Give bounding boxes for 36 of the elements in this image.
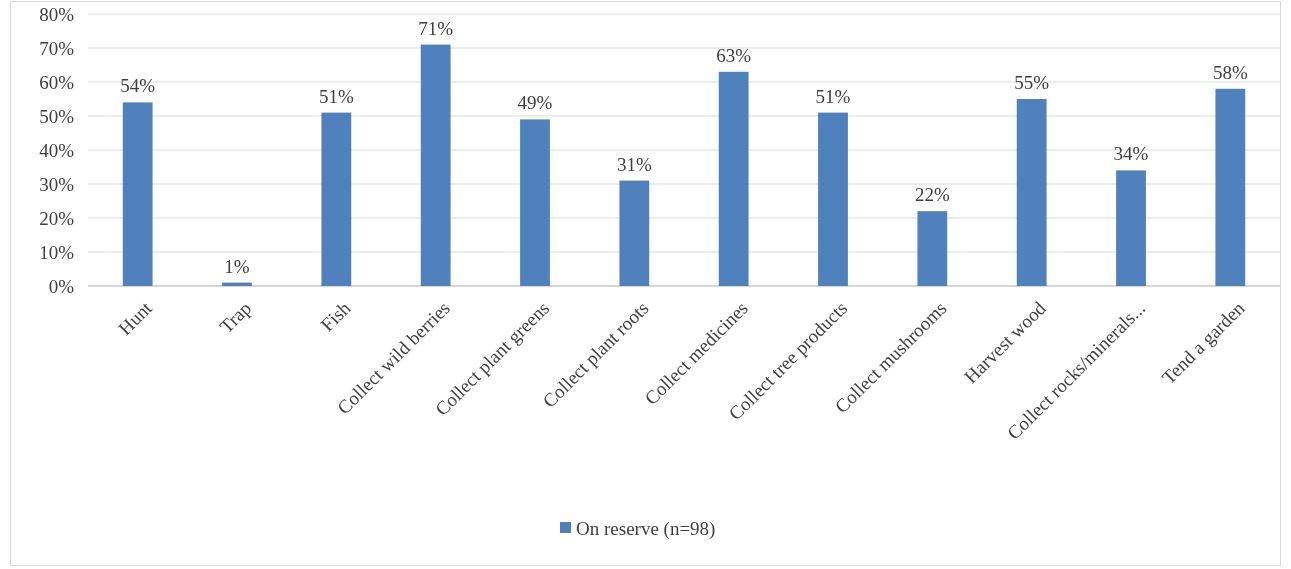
y-tick-label: 10% xyxy=(39,241,75,263)
text: 54% xyxy=(120,75,156,97)
text: 71% xyxy=(418,17,454,39)
bar xyxy=(818,112,848,286)
y-tick-label: 40% xyxy=(39,139,75,161)
bar xyxy=(122,102,153,286)
y-tick-label: 70% xyxy=(39,37,75,59)
bar xyxy=(1016,99,1047,286)
bar xyxy=(420,44,451,286)
text: 31% xyxy=(616,153,652,175)
text: 51% xyxy=(318,85,354,107)
text: 1% xyxy=(224,255,250,277)
y-tick-label: 0% xyxy=(48,275,75,297)
y-tick-label: 60% xyxy=(39,71,75,93)
y-tick-label: 50% xyxy=(39,105,75,127)
bar xyxy=(917,211,948,286)
text: 34% xyxy=(1113,143,1149,165)
bar xyxy=(619,180,650,286)
text: 22% xyxy=(914,184,950,206)
text: 58% xyxy=(1212,61,1248,83)
bar xyxy=(520,119,550,286)
x-tick-label: Trap xyxy=(215,297,256,338)
text: 63% xyxy=(716,44,752,66)
bar xyxy=(321,112,352,286)
text: 49% xyxy=(517,92,553,114)
text: 51% xyxy=(815,85,851,107)
y-tick-label: 80% xyxy=(39,3,75,25)
y-tick-label: 20% xyxy=(39,207,75,229)
x-tick-label: Fish xyxy=(316,297,355,336)
text: 55% xyxy=(1014,72,1050,93)
x-tick-label: Hunt xyxy=(114,296,157,340)
bar xyxy=(718,71,749,286)
bar xyxy=(1215,88,1246,286)
legend-label: On reserve (n=98) xyxy=(576,517,716,540)
y-tick-label: 30% xyxy=(39,173,75,195)
bar xyxy=(1116,170,1146,286)
